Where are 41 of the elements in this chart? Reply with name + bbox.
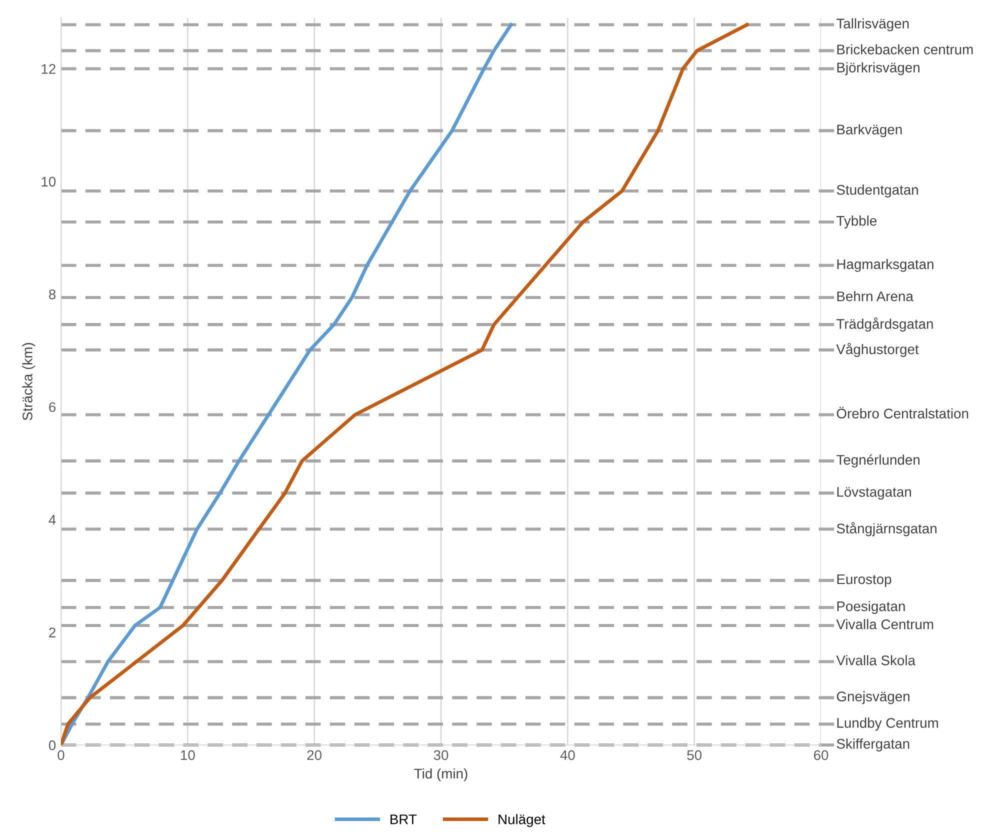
legend-label: Nuläget xyxy=(498,814,546,828)
x-tick-label: 0 xyxy=(58,750,64,760)
y-tick-label: 12 xyxy=(42,64,56,74)
ref-line-label: Våghustorget xyxy=(836,342,919,357)
ref-line-label: Stångjärnsgatan xyxy=(836,522,936,536)
ref-line-label: Tegnérlunden xyxy=(836,454,920,468)
ref-line-label: Eurostop xyxy=(837,574,892,587)
x-tick-label: 20 xyxy=(307,750,322,760)
line-series xyxy=(61,23,749,745)
ref-line-label: Barkvägen xyxy=(837,124,902,138)
ref-line-label: Örebro Centralstation xyxy=(836,406,968,418)
x-tick-label: 60 xyxy=(814,750,828,760)
y-tick-label: 6 xyxy=(49,402,56,412)
x-axis-title: Tid (min) xyxy=(414,768,468,782)
ref-line-label: Lundby Centrum xyxy=(837,718,938,731)
ref-line-label: Studentgatan xyxy=(836,184,918,198)
ref-line-label: Hagmarksgatan xyxy=(837,258,934,272)
y-tick-label: 2 xyxy=(49,628,56,638)
ref-line-label: Tallrisvägen xyxy=(836,18,909,32)
ref-line-label: Behrn Arena xyxy=(837,291,914,302)
y-tick-label: 0 xyxy=(48,740,56,750)
ref-line-label: Skiffergatan xyxy=(836,738,910,752)
x-tick-label: 40 xyxy=(560,750,575,760)
ref-line-label: Vivalla Skola xyxy=(836,655,916,666)
y-axis-title: Sträcka (km) xyxy=(22,343,36,420)
y-tick-label: 4 xyxy=(48,515,56,525)
ref-line-label: Gnejsvägen xyxy=(836,691,910,704)
y-tick-label: 10 xyxy=(42,176,56,187)
y-tick-label: 8 xyxy=(49,289,56,300)
legend-label: BRT xyxy=(390,814,417,824)
ref-line-label: Lövstagatan xyxy=(837,487,911,500)
ref-line-label: Björkrisvägen xyxy=(837,62,920,76)
line-series xyxy=(61,23,513,745)
ref-line-label: Tybble xyxy=(836,216,877,228)
ref-line-label: Vivalla Centrum xyxy=(836,619,934,630)
ref-line-label: Brickebacken centrum xyxy=(837,44,973,54)
ref-line-label: Poesigatan xyxy=(837,601,905,614)
ref-line-label: Trädgårdsgatan xyxy=(836,318,933,332)
x-tick-label: 30 xyxy=(434,750,448,760)
x-tick-label: 50 xyxy=(687,750,702,760)
x-tick-label: 10 xyxy=(181,750,195,760)
